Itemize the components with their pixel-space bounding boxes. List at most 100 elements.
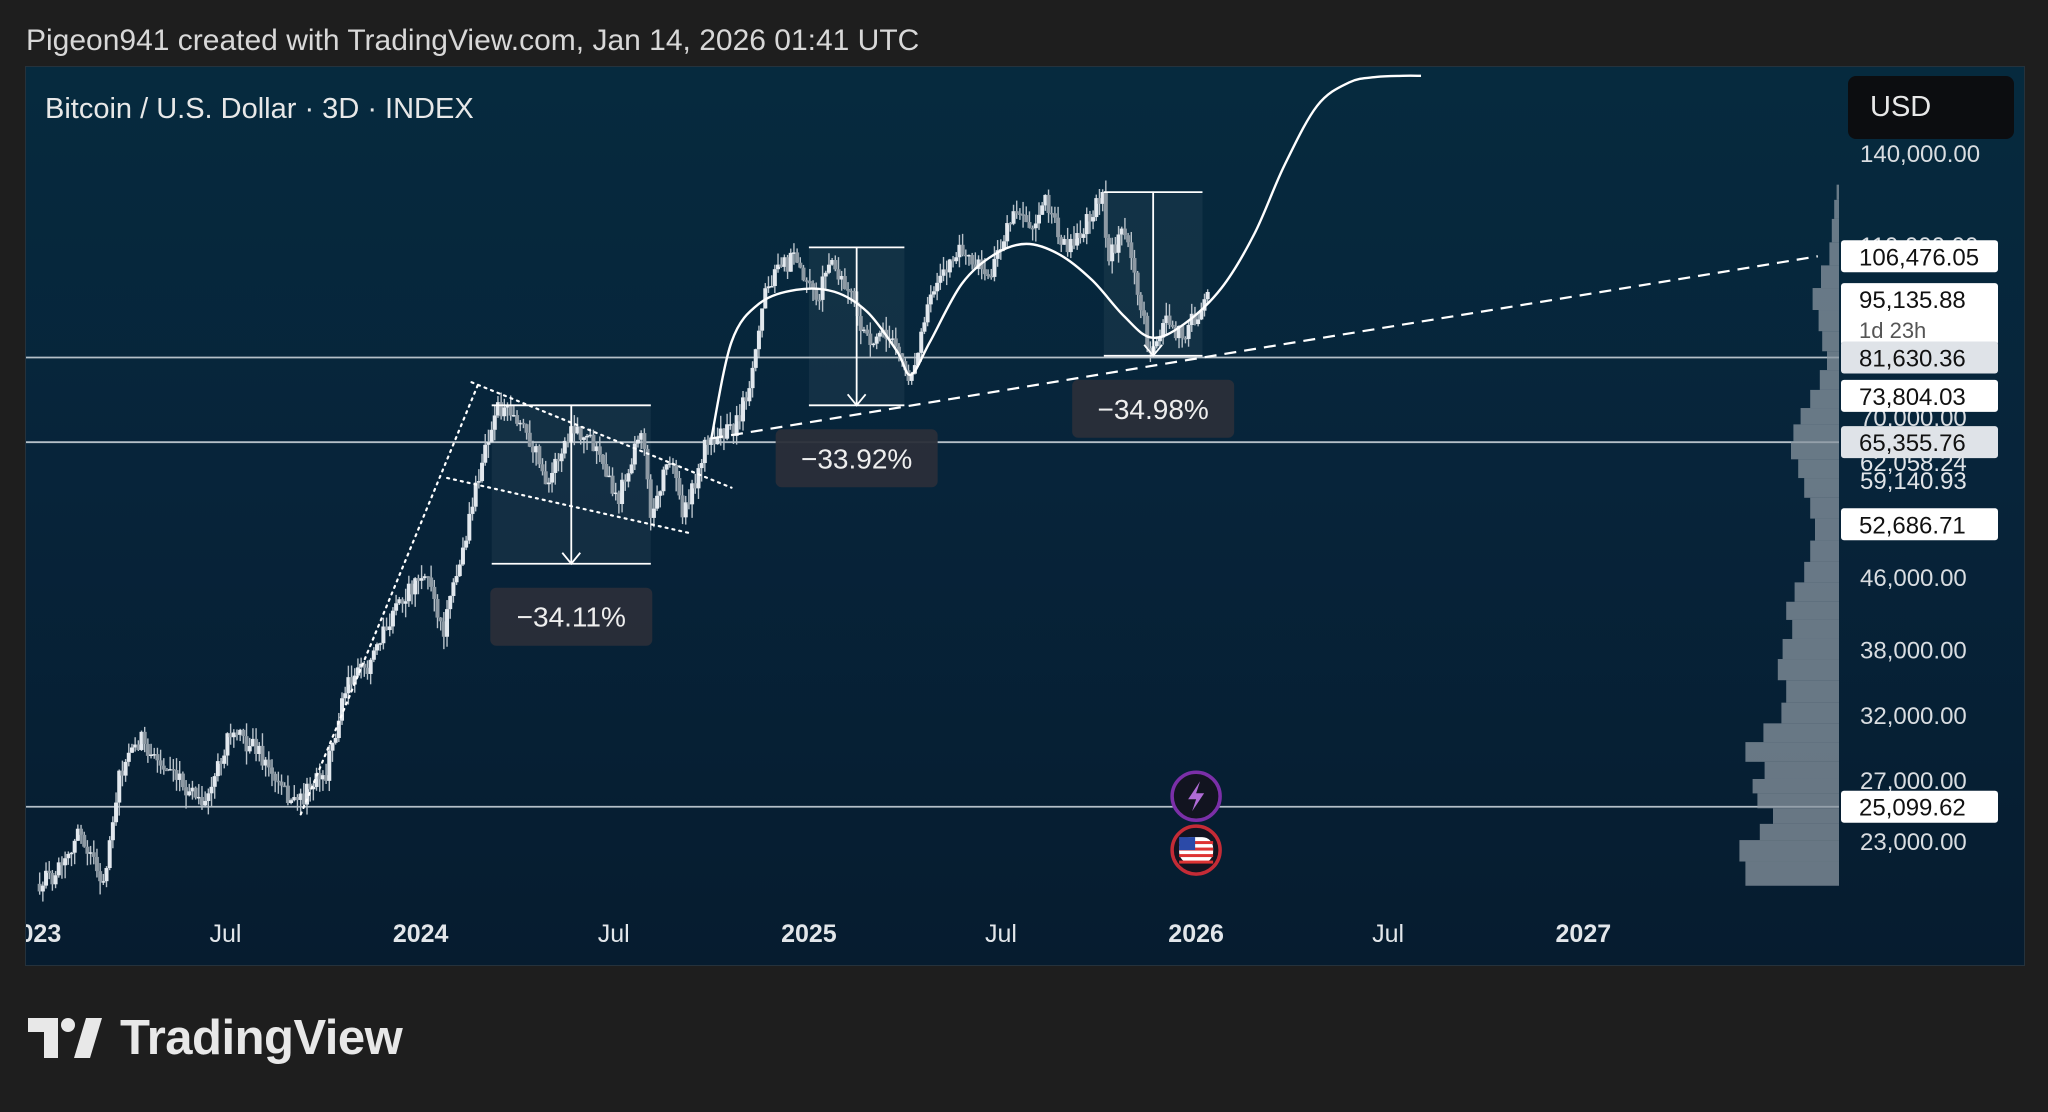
currency-button[interactable]: USD	[1848, 76, 2014, 139]
symbol-title: Bitcoin / U.S. Dollar · 3D · INDEX	[45, 93, 474, 125]
candlestick-body	[1148, 348, 1153, 353]
candlestick-body	[206, 793, 211, 801]
candlestick-body	[419, 578, 424, 581]
candlestick-body	[505, 405, 510, 408]
us-flag-stripe	[1179, 860, 1214, 864]
candlestick-body	[893, 338, 898, 347]
price-chart[interactable]: −34.11% −33.92% −34.98% 140,000.00110,000.0…	[26, 67, 2024, 965]
volume-profile-bar	[1757, 793, 1839, 809]
candlestick-body	[104, 868, 109, 882]
volume-profile-bar	[1764, 761, 1839, 779]
candlestick-body	[744, 397, 749, 402]
volume-profile-bar	[1812, 288, 1839, 311]
volume-profile-bar	[1791, 441, 1839, 460]
volume-profile-bar	[1777, 659, 1839, 681]
candlestick-body	[995, 250, 1000, 259]
chart-panel[interactable]: −34.11% −33.92% −34.98% 140,000.00110,000.0…	[25, 66, 2025, 966]
volume-profile-bar	[1834, 199, 1839, 219]
dotted-channel-line	[470, 381, 733, 489]
candlestick-body	[66, 853, 71, 859]
candlestick-body	[1177, 325, 1182, 339]
candlestick-body	[1046, 194, 1051, 213]
candlestick-body	[464, 540, 469, 548]
candlestick-body	[597, 446, 602, 455]
drawdown-measure: −33.92%	[775, 246, 938, 488]
price-label-text: 73,804.03	[1859, 384, 1966, 411]
candlestick-body	[171, 769, 176, 771]
candlestick-body	[37, 883, 42, 892]
time-axis-tick-label: 2024	[393, 920, 449, 948]
volume-profile-bar	[1745, 742, 1839, 762]
candlestick-body	[254, 738, 259, 754]
candlestick-body	[413, 578, 418, 595]
volume-profile-bar	[1810, 497, 1839, 519]
candlestick-body	[750, 367, 755, 389]
price-axis-value-label: 62,058.24	[1860, 450, 1967, 477]
drawdown-arrow-head	[561, 552, 581, 566]
candlestick-body	[931, 291, 936, 295]
candlestick-body	[222, 755, 227, 764]
candlestick-body	[760, 308, 765, 331]
candlestick-body	[91, 852, 96, 857]
price-label-text: 25,099.62	[1859, 795, 1966, 822]
candlestick-body	[203, 800, 208, 806]
candlestick-body	[445, 609, 450, 637]
candlestick-body	[814, 289, 819, 300]
candlestick-body	[604, 463, 609, 477]
price-label-text: 106,476.05	[1859, 244, 1979, 271]
candlestick-body	[1040, 205, 1045, 215]
candlestick-body	[836, 269, 841, 280]
candlestick-body	[483, 444, 488, 463]
candlestick-body	[133, 744, 138, 748]
price-axis-tick-label: 23,000.00	[1860, 829, 1967, 856]
candlestick-body	[502, 407, 507, 417]
candlestick-body	[941, 269, 946, 276]
candlestick-body	[333, 738, 338, 743]
candlestick-body	[951, 259, 956, 262]
price-label-box	[1841, 341, 1998, 374]
candlestick-body	[403, 601, 408, 604]
candlestick-body	[375, 644, 380, 651]
candlestick-body	[581, 437, 586, 440]
candlestick-body	[1091, 217, 1096, 222]
volume-profile-bar	[1815, 518, 1839, 541]
candlestick-body	[515, 415, 520, 424]
candlestick-body	[976, 259, 981, 269]
candlestick-body	[1030, 227, 1035, 230]
candlestick-body	[352, 675, 357, 685]
volume-profile-bar	[1745, 861, 1839, 886]
candlestick-body	[355, 667, 360, 676]
candlestick-body	[40, 885, 45, 892]
candlestick-body	[158, 760, 163, 766]
candlestick-body	[855, 302, 860, 317]
candlestick-body	[550, 472, 555, 483]
candlestick-body	[177, 773, 182, 780]
candlestick-body	[791, 252, 796, 254]
candlestick-body	[467, 513, 472, 541]
candlestick-body	[986, 274, 991, 277]
candlestick-body	[826, 264, 831, 273]
candlestick-body	[1103, 192, 1108, 238]
candlestick-body	[588, 434, 593, 437]
candlestick-body	[238, 729, 243, 735]
candlestick-body	[677, 478, 682, 496]
volume-profile-bar	[1819, 370, 1839, 390]
projection-curve	[710, 74, 1422, 439]
candlestick-body	[960, 244, 965, 255]
candlestick-body	[565, 440, 570, 443]
drawdown-arrow-head	[846, 393, 867, 407]
candlestick-body	[1202, 299, 1207, 311]
candlestick-body	[317, 773, 322, 780]
time-axis-tick-label: Jul	[209, 920, 241, 948]
candlestick-body	[164, 769, 169, 772]
candlestick-body	[110, 822, 115, 841]
candlestick-body	[1049, 212, 1054, 215]
candlestick-body	[1170, 324, 1175, 327]
tradingview-branding[interactable]: TradingView	[28, 1010, 403, 1066]
candlestick-body	[607, 475, 612, 478]
candlestick-body	[686, 502, 691, 505]
candlestick-body	[919, 331, 924, 353]
candlestick-body	[629, 464, 634, 474]
candlestick-body	[683, 502, 688, 518]
candlestick-body	[1138, 294, 1143, 311]
